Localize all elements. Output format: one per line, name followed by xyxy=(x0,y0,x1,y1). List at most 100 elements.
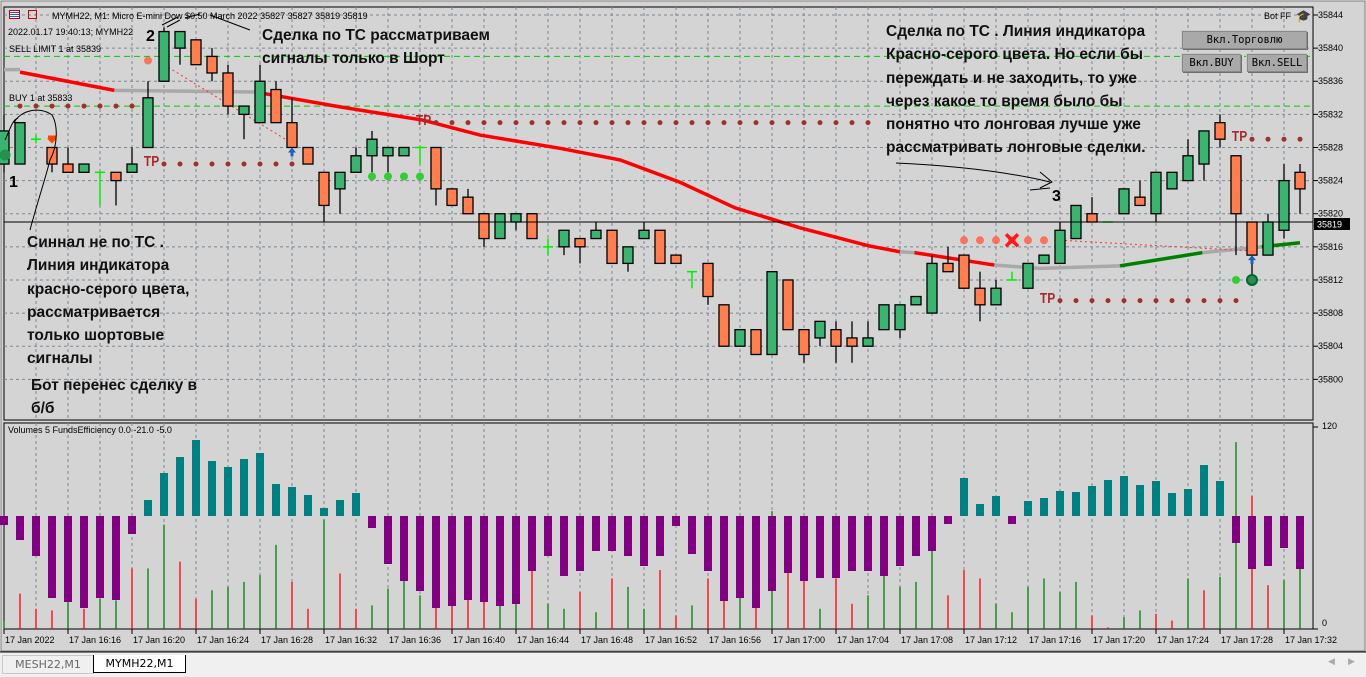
take-profit-label: TP xyxy=(1231,128,1248,146)
bull-candle-body xyxy=(1278,179,1290,231)
note-line: рассматривается xyxy=(27,303,161,321)
bull-candle-body xyxy=(878,304,890,331)
take-profit-dot xyxy=(1169,298,1175,304)
scroll-left-icon[interactable]: ◀ xyxy=(1328,656,1335,666)
funds-efficiency-bar xyxy=(320,508,328,516)
take-profit-dot xyxy=(1281,136,1287,142)
funds-efficiency-bar xyxy=(224,467,232,516)
funds-efficiency-bar xyxy=(432,516,440,608)
take-profit-dot xyxy=(113,103,119,109)
candle xyxy=(942,246,954,273)
candle xyxy=(1278,164,1290,239)
candle xyxy=(734,328,746,347)
take-profit-dot xyxy=(529,120,535,126)
enable-buy-button[interactable]: Вкл.BUY xyxy=(1182,54,1241,72)
bear-candle-body xyxy=(782,279,794,331)
price-tick-label: 35824 xyxy=(1318,176,1343,186)
scroll-right-icon[interactable]: ▶ xyxy=(1348,656,1355,666)
candle xyxy=(1150,171,1162,222)
take-profit-label: TP xyxy=(143,153,160,171)
marker-1: 1 xyxy=(9,174,18,191)
candle xyxy=(814,320,826,347)
enable-trading-button[interactable]: Вкл.Торговлю xyxy=(1182,31,1307,49)
moving-average-gray-segment xyxy=(114,88,261,94)
take-profit-dot xyxy=(65,103,71,109)
take-profit-label: TP xyxy=(1039,289,1056,307)
take-profit-dot xyxy=(513,120,519,126)
sell-arrow-icon xyxy=(47,135,57,144)
indicator-axis-max: 120 xyxy=(1322,421,1338,431)
tab-mesh22[interactable]: MESH22,M1 xyxy=(2,655,94,674)
funds-efficiency-bar xyxy=(384,516,392,564)
candle xyxy=(95,171,105,206)
funds-efficiency-bar xyxy=(944,516,952,524)
take-profit-dot xyxy=(657,120,663,126)
take-profit-dot xyxy=(689,120,695,126)
bear-candle-body xyxy=(302,146,314,165)
funds-efficiency-bar xyxy=(576,516,584,571)
funds-efficiency-bar xyxy=(160,473,168,516)
take-profit-dot xyxy=(561,120,567,126)
take-profit-dot xyxy=(81,103,87,109)
time-tick-label: 17 Jan 16:48 xyxy=(581,635,633,645)
bear-candle-body xyxy=(974,287,986,306)
candle xyxy=(238,105,250,140)
price-tick-label: 35812 xyxy=(1318,275,1343,285)
time-tick-label: 17 Jan 16:44 xyxy=(517,635,569,645)
bear-candle-body xyxy=(1230,155,1242,215)
candle xyxy=(622,246,634,272)
tab-mymh22[interactable]: MYMH22,M1 xyxy=(93,655,186,673)
bull-candle-body xyxy=(238,105,250,116)
candle xyxy=(766,271,778,356)
bull-candle-body xyxy=(14,121,26,165)
bear-candle-body xyxy=(830,328,842,347)
take-profit-dot xyxy=(641,120,647,126)
take-profit-dot xyxy=(625,120,631,126)
take-profit-dot xyxy=(241,161,247,167)
candle xyxy=(158,27,170,82)
indicator-list-icon[interactable] xyxy=(9,10,20,19)
bull-candle-body xyxy=(734,328,746,347)
candle xyxy=(590,222,602,240)
note-line: Линия индикатора xyxy=(27,257,170,275)
funds-efficiency-bar xyxy=(1120,476,1128,516)
time-tick-label: 17 Jan 16:20 xyxy=(133,635,185,645)
enable-sell-button[interactable]: Вкл.SELL xyxy=(1247,54,1307,72)
bull-candle-body xyxy=(254,80,266,124)
data-window-icon[interactable] xyxy=(27,10,37,19)
candle xyxy=(543,238,553,256)
bear-candle-body xyxy=(462,196,474,215)
bull-candle-body xyxy=(1198,130,1210,165)
funds-efficiency-bar xyxy=(784,516,792,573)
funds-efficiency-bar xyxy=(1168,493,1176,516)
funds-efficiency-bar xyxy=(1104,480,1112,516)
bull-candle-body xyxy=(990,287,1002,306)
bull-candle-body xyxy=(510,213,522,223)
funds-efficiency-bar xyxy=(208,461,216,516)
funds-efficiency-bar xyxy=(272,484,280,516)
bull-candle-body xyxy=(1150,171,1162,215)
time-tick-label: 17 Jan 16:16 xyxy=(69,635,121,645)
candle xyxy=(382,146,394,173)
funds-efficiency-bar xyxy=(1296,516,1304,569)
candle xyxy=(1022,262,1034,289)
funds-efficiency-bar xyxy=(128,516,136,534)
bear-candle-body xyxy=(718,304,730,347)
candle xyxy=(974,271,986,322)
time-tick-label: 17 Jan 17:12 xyxy=(965,635,1017,645)
funds-efficiency-bar xyxy=(448,516,456,606)
candle xyxy=(1038,254,1050,265)
take-profit-dot xyxy=(1073,298,1079,304)
graduation-cap-icon: 🎓 xyxy=(1296,9,1311,23)
bear-candle-body xyxy=(1214,121,1226,140)
funds-efficiency-bar xyxy=(256,453,264,516)
funds-efficiency-bar xyxy=(1152,481,1160,516)
candle xyxy=(654,229,666,265)
bull-candle-body xyxy=(126,163,138,173)
time-tick-label: 17 Jan 17:04 xyxy=(837,635,889,645)
funds-efficiency-bar xyxy=(112,516,120,600)
bear-candle-body xyxy=(430,146,442,190)
funds-efficiency-bar xyxy=(64,516,72,602)
cancel-x-icon xyxy=(1004,232,1020,248)
funds-efficiency-bar xyxy=(16,516,24,540)
